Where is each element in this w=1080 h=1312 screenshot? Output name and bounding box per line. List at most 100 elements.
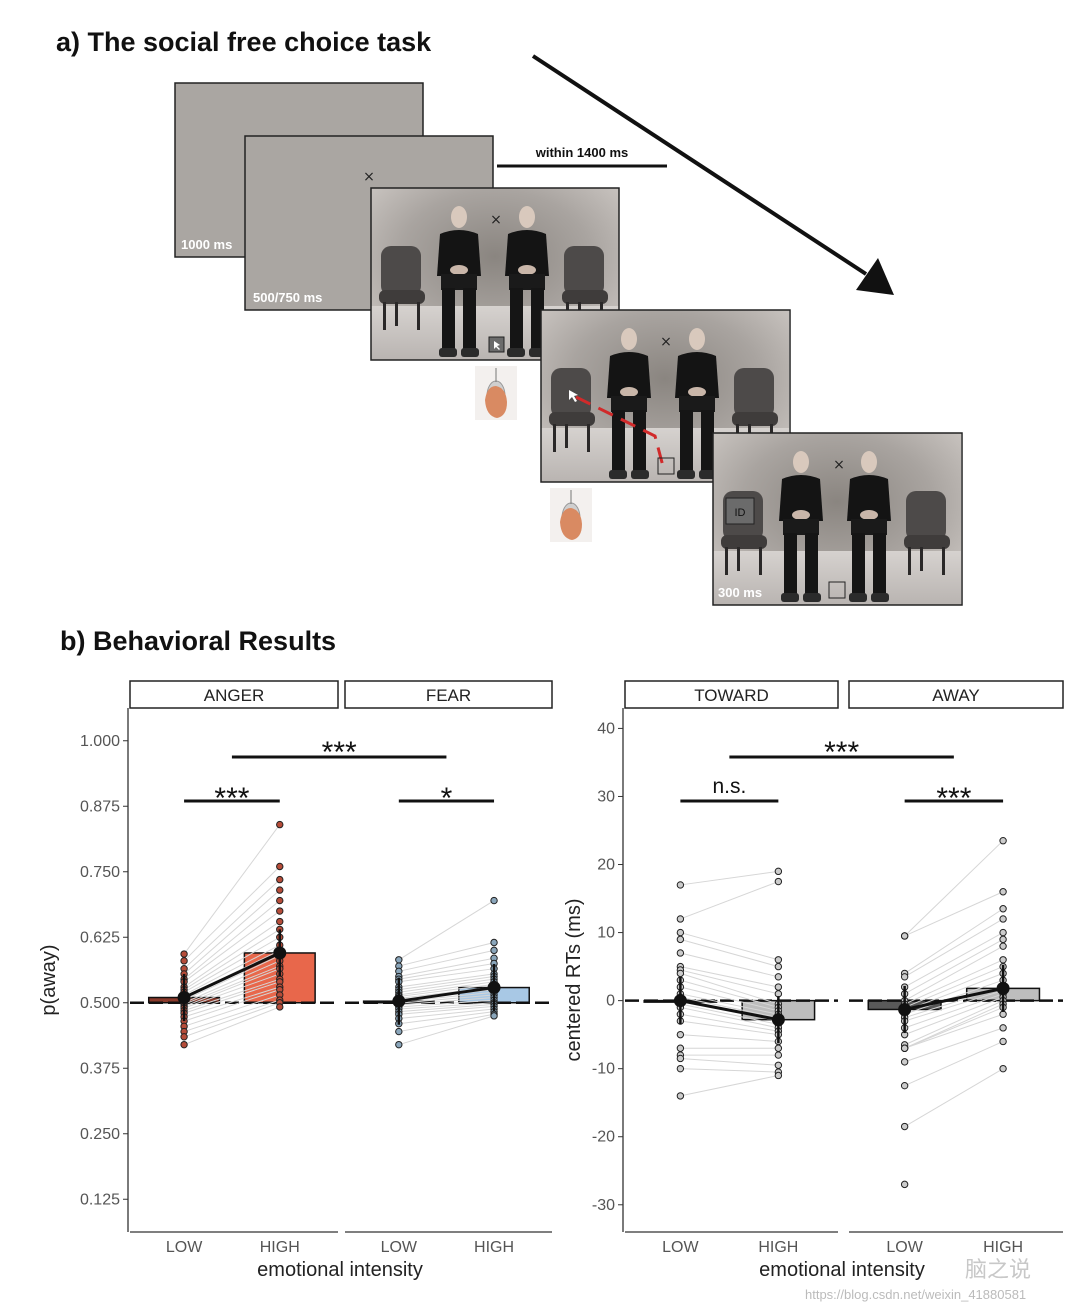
subject-line [398,981,495,996]
facet-strip [624,680,839,709]
subject-line [904,979,1004,1015]
subject-line [398,962,495,980]
subject-line [183,989,280,1022]
data-point [999,915,1007,923]
data-point [676,915,685,923]
subject-line [680,881,779,920]
data-point [999,1010,1007,1018]
data-point [900,1180,909,1189]
data-point [900,1122,909,1131]
subject-line [183,824,281,955]
data-point [490,1012,498,1020]
data-point [774,1061,783,1069]
panel-b-title: b) Behavioral Results [60,626,337,656]
subject-line [680,993,779,1015]
subject-line [904,996,1004,1036]
data-point [900,1044,909,1052]
subject-line [680,1020,779,1036]
subject-line [398,949,495,972]
data-point [676,949,685,957]
subject-line [183,921,281,988]
facet-strip-label: ANGER [204,686,264,705]
mouse-hand-icon [549,487,593,543]
subject-line [680,986,779,1012]
data-point [490,946,498,955]
x-axis-title: emotional intensity [759,1259,925,1281]
subject-line [183,1002,280,1038]
data-point [180,957,188,965]
subject-line [904,1027,1004,1063]
subject-line [904,908,1004,974]
fixation-cross: × [660,334,672,350]
data-point [395,956,403,964]
y-tick-label: 40 [597,720,615,737]
data-point [395,1027,403,1036]
data-point [276,862,284,871]
x-tick-label: LOW [166,1239,203,1256]
data-point [774,983,783,991]
subject-line [680,938,779,968]
mean-line [680,999,779,1022]
data-point [900,1058,909,1066]
y-tick-label: 10 [597,925,615,942]
data-point [276,907,284,915]
subject-line [398,983,495,997]
subject-line [904,1013,1004,1049]
subject-line [183,986,280,1018]
subject-line [398,994,495,1004]
stimulus-screen-2: × [540,309,791,483]
data-point [774,1044,783,1052]
subject-line [904,932,1004,988]
subject-line [183,928,281,991]
subject-line [398,1015,495,1046]
data-point [999,1037,1007,1046]
data-point [676,881,685,889]
significance-label: n.s. [712,775,746,798]
mean-line [398,986,495,1003]
facet-strip [344,680,553,709]
y-tick-label: 0.125 [80,1191,120,1208]
y-tick-label: 0.875 [80,798,120,815]
mouse-trajectory [575,395,666,471]
url-watermark: https://blog.csdn.net/weixin_41880581 [805,1287,1027,1302]
significance-label: * [441,782,453,815]
subject-line [398,973,495,988]
y-tick-label: 0.500 [80,995,120,1012]
facet-strip-label: FEAR [426,686,471,705]
data-point [676,969,685,978]
subject-line [183,910,281,983]
data-point [395,1040,403,1049]
data-point [180,1033,188,1041]
x-tick-label: LOW [886,1239,923,1256]
data-point [676,1044,685,1052]
subject-line [183,968,280,1007]
data-point [774,1051,783,1059]
subject-line [904,891,1004,937]
subject-line [183,965,280,1005]
data-point [676,928,685,937]
data-point [490,896,498,905]
y-tick-label: -30 [592,1197,615,1214]
facet-strip-label: TOWARD [694,686,769,705]
data-point [490,938,498,947]
subject-line [680,1074,779,1097]
x-tick-label: LOW [381,1239,418,1256]
x-tick-label: HIGH [260,1239,300,1256]
data-point [774,877,783,886]
subject-line [183,936,281,993]
data-point [276,886,284,894]
subject-line [904,1068,1004,1127]
subject-line [398,1003,495,1013]
subject-line [904,1040,1004,1087]
data-point [676,935,685,944]
x-tick-label: HIGH [983,1239,1023,1256]
subject-line [183,994,280,1027]
subject-line [183,866,281,962]
mean-point [771,1013,785,1027]
data-point [999,837,1007,845]
data-point [900,1081,909,1090]
data-point [276,1003,284,1011]
data-point [180,950,188,958]
subject-line [183,955,280,1001]
data-point [999,956,1007,964]
